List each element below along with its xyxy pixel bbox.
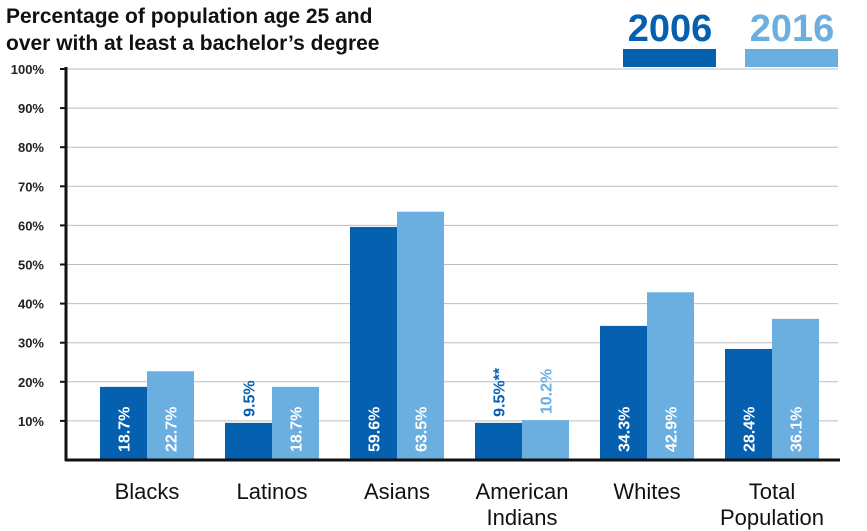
bar-2006-4 (600, 325, 647, 460)
legend: 2006 2016 (623, 8, 838, 67)
y-tick-label: 40% (18, 297, 44, 312)
legend-label-2016: 2016 (750, 8, 835, 50)
bar-value-label: 9.5% (242, 380, 259, 416)
bar-value-label: 22.7% (164, 407, 181, 452)
x-category-label: Latinos (237, 479, 308, 504)
legend-swatch-2006 (623, 49, 716, 67)
y-tick-label: 80% (18, 140, 44, 155)
chart-title-line-1: Percentage of population age 25 and (6, 5, 372, 28)
bar-value-label: 34.3% (617, 407, 634, 452)
bar-value-label: 59.6% (367, 407, 384, 452)
bar-value-label: 18.7% (117, 407, 134, 452)
bar-value-label: 36.1% (789, 407, 806, 452)
bar-2016-5 (772, 318, 819, 460)
y-tick-label: 100% (11, 62, 45, 77)
chart-title-line-2: over with at least a bachelor’s degree (6, 32, 379, 55)
bar-value-label: 9.5%** (492, 367, 509, 417)
bar-value-label: 63.5% (414, 407, 431, 452)
x-category-label: Blacks (115, 479, 180, 504)
y-tick-label: 60% (18, 218, 44, 233)
bar-2006-1 (225, 422, 272, 460)
y-tick-label: 90% (18, 101, 44, 116)
legend-swatch-2016 (745, 49, 838, 67)
bar-2006-0 (100, 386, 147, 460)
bar-2016-4 (647, 292, 694, 460)
bars (100, 211, 819, 460)
bar-2006-5 (725, 348, 772, 460)
bar-2016-1 (272, 386, 319, 460)
legend-label-2006: 2006 (628, 8, 713, 50)
y-tick-label: 50% (18, 258, 44, 273)
bar-2016-3 (522, 420, 569, 460)
axes (64, 67, 840, 462)
x-category-label: Indians (487, 505, 558, 530)
y-tick-label: 70% (18, 179, 44, 194)
bar-2006-2 (350, 226, 397, 460)
bar-2016-0 (147, 371, 194, 460)
bar-value-label: 10.2% (539, 369, 556, 414)
y-tick-label: 10% (18, 414, 44, 429)
bar-2006-3 (475, 422, 522, 460)
bar-value-label: 18.7% (289, 407, 306, 452)
bar-2016-2 (397, 211, 444, 460)
y-tick-label: 20% (18, 375, 44, 390)
bar-value-label: 28.4% (742, 407, 759, 452)
x-category-label: Total (749, 479, 795, 504)
x-category-label: Population (720, 505, 824, 530)
y-tick-label: 30% (18, 336, 44, 351)
bar-value-labels: 18.7% 22.7% 9.5% 18.7% 59.6% 63.5% 9.5%** 10.2%… (117, 367, 806, 452)
x-category-label: Asians (364, 479, 430, 504)
x-category-label: Whites (613, 479, 680, 504)
x-category-label: American (476, 479, 569, 504)
bar-value-label: 42.9% (664, 407, 681, 452)
chart-title: Percentage of population age 25 and over… (6, 5, 379, 55)
y-axis-ticks: 10% 20% 30% 40% 50% 60% 70% 80% 90% 100% (11, 62, 66, 429)
gridlines (66, 68, 838, 422)
